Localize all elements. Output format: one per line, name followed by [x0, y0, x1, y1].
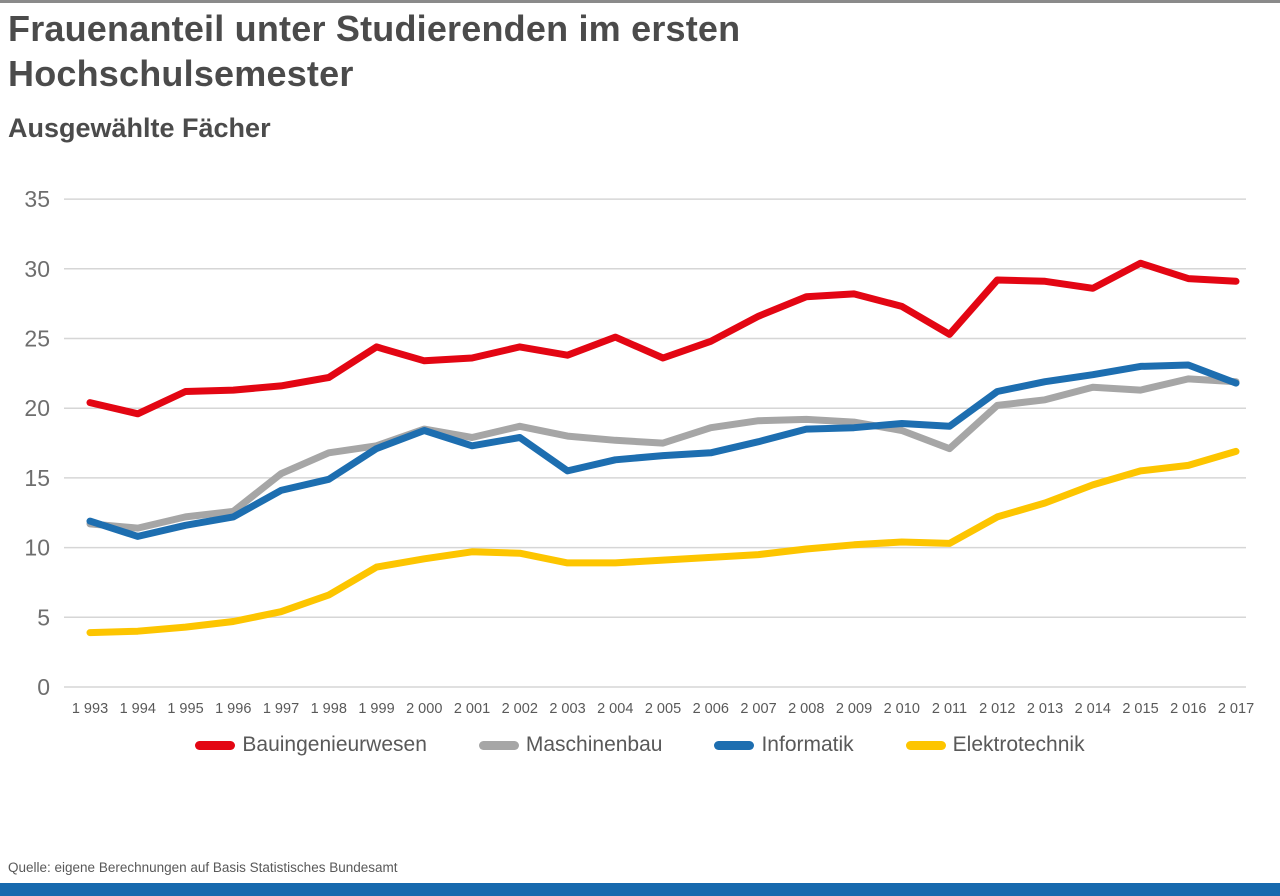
legend-swatch-bauingenieurwesen [195, 740, 236, 750]
y-axis-tick-label: 5 [37, 604, 50, 630]
x-axis-tick-label: 1 996 [215, 701, 251, 717]
x-axis-tick-label: 1 997 [263, 701, 299, 717]
y-axis-tick-label: 0 [37, 674, 50, 700]
x-axis-tick-label: 2 000 [406, 701, 442, 717]
legend-label-bauingenieurwesen: Bauingenieurwesen [242, 733, 427, 756]
series-line-informatik [86, 361, 1240, 540]
series-line-maschinenbau [86, 375, 1240, 532]
x-axis-tick-label: 2 014 [1075, 701, 1111, 717]
y-axis-tick-label: 15 [24, 465, 50, 491]
x-axis-tick-label: 2 001 [454, 701, 490, 717]
x-axis-tick-label: 2 005 [645, 701, 681, 717]
legend-item-maschinenbau: Maschinenbau [478, 733, 663, 757]
chart-subtitle: Ausgewählte Fächer [8, 113, 271, 143]
x-axis-tick-label: 2 013 [1027, 701, 1063, 717]
legend-item-informatik: Informatik [714, 733, 854, 757]
x-axis-tick-label: 2 011 [932, 701, 967, 717]
x-axis-tick-label: 2 006 [693, 701, 729, 717]
y-axis-tick-label: 35 [24, 186, 50, 212]
x-axis-tick-label: 1 993 [72, 701, 108, 717]
legend-item-bauingenieurwesen: Bauingenieurwesen [195, 733, 427, 757]
y-axis-tick-label: 10 [24, 535, 50, 561]
x-axis-tick-label: 2 009 [836, 701, 872, 717]
x-axis-tick-label: 2 002 [502, 701, 538, 717]
y-axis-tick-label: 20 [24, 395, 50, 421]
legend-label-maschinenbau: Maschinenbau [525, 733, 663, 756]
y-axis-tick-label: 25 [24, 326, 50, 352]
x-axis-tick-label: 2 016 [1170, 701, 1206, 717]
source-note: Quelle: eigene Berechnungen auf Basis St… [8, 860, 398, 875]
x-axis-tick-label: 2 007 [740, 701, 776, 717]
x-axis-tick-label: 2 017 [1218, 701, 1254, 717]
x-axis-tick-label: 2 003 [549, 701, 585, 717]
legend-swatch-informatik [714, 740, 755, 750]
line-chart-plot-area: 0 5 10 15 20 25 30 35 1 993 1 994 1 995 1 996 1 997 1… [24, 186, 1254, 717]
legend-item-elektrotechnik: Elektrotechnik [905, 733, 1085, 757]
x-axis-tick-label: 1 999 [358, 701, 394, 717]
x-axis-tick-label: 2 010 [884, 701, 920, 717]
y-axis-tick-label: 30 [24, 256, 50, 282]
x-axis-tick-label: 2 012 [979, 701, 1015, 717]
legend-label-informatik: Informatik [761, 733, 854, 756]
legend-label-elektrotechnik: Elektrotechnik [952, 733, 1085, 756]
legend-swatch-maschinenbau [478, 740, 519, 750]
x-axis-tick-label: 1 994 [120, 701, 156, 717]
x-axis-tick-label: 2 004 [597, 701, 633, 717]
legend-swatch-elektrotechnik [905, 740, 946, 750]
x-axis-tick-label: 1 995 [167, 701, 203, 717]
bottom-accent-bar [0, 883, 1280, 896]
series-line-bauingenieurwesen [86, 259, 1240, 418]
series-line-elektrotechnik [86, 447, 1240, 637]
chart-legend: Bauingenieurwesen Maschinenbau Informati… [0, 733, 1280, 757]
x-axis-tick-label: 2 008 [788, 701, 824, 717]
x-axis-tick-label: 1 998 [311, 701, 347, 717]
x-axis-tick-label: 2 015 [1122, 701, 1158, 717]
chart-title: Frauenanteil unter Studierenden im erste… [8, 8, 741, 95]
top-border-rule [0, 0, 1280, 3]
